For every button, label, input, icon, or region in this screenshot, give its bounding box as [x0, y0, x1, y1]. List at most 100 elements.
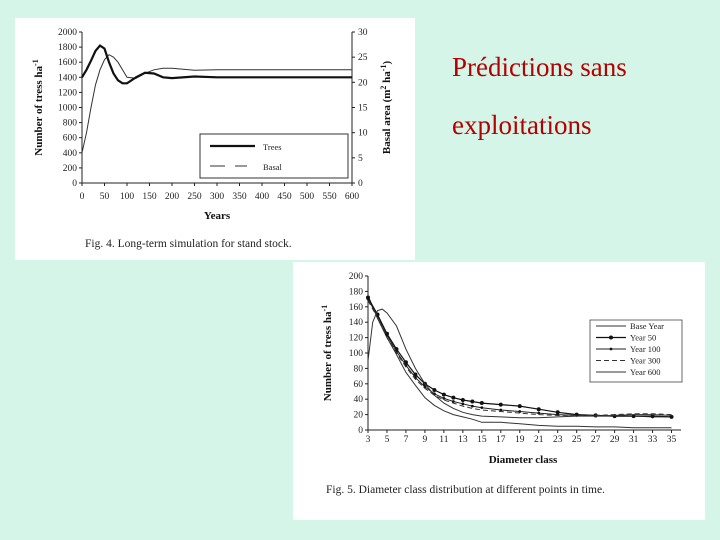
- right-y-tick-label: 30: [358, 28, 368, 38]
- series-line-year-50-point: [441, 392, 446, 397]
- series-line-year-100-point: [537, 411, 541, 415]
- x-tick-label: 400: [255, 192, 270, 202]
- series-line-year-50-point: [451, 395, 456, 400]
- series-line-year-100-point: [451, 400, 455, 403]
- series-line-year-100-point: [366, 297, 370, 301]
- left-y-tick-label: 1200: [58, 88, 77, 98]
- series-line-year-100-point: [670, 415, 673, 419]
- y-tick-label: 140: [349, 318, 364, 328]
- left-y-tick-label: 600: [63, 134, 78, 144]
- series-line-trees: [81, 44, 352, 85]
- y-tick-label: 40: [354, 395, 364, 405]
- x-tick-label: 29: [610, 435, 620, 445]
- x-tick-label: 11: [439, 435, 448, 445]
- right-y-tick-label: 5: [358, 154, 363, 164]
- legend-label: Base Year: [630, 321, 664, 331]
- left-y-tick-label: 1400: [58, 73, 77, 83]
- left-y-tick-label: 1600: [58, 58, 77, 68]
- x-tick-label: 25: [572, 435, 582, 445]
- x-axis-label: Years: [204, 210, 231, 222]
- series-line-year-100-point: [442, 397, 446, 400]
- x-tick-label: 7: [404, 435, 409, 445]
- series-line-year-50-point: [498, 402, 503, 407]
- x-tick-label: 150: [142, 192, 157, 202]
- left-y-tick-label: 800: [63, 119, 78, 129]
- x-tick-label: 9: [423, 435, 428, 445]
- left-y-tick-label: 400: [63, 149, 78, 159]
- series-line-year-100-point: [651, 415, 654, 419]
- y-axis-label: Number of tress ha-1: [320, 305, 335, 401]
- legend-label-trees: Trees: [263, 142, 282, 152]
- y-tick-label: 120: [349, 334, 364, 344]
- right-y-tick-label: 10: [358, 129, 368, 139]
- slide-title-line-1: Prédictions sans: [452, 52, 627, 82]
- series-line-year-100-point: [518, 410, 522, 413]
- series-line-year-50-point: [555, 410, 560, 415]
- figure-4-caption: Fig. 4. Long-term simulation for stand s…: [85, 238, 292, 250]
- x-tick-label: 13: [458, 435, 468, 445]
- x-tick-label: 5: [385, 435, 390, 445]
- x-tick-label: 600: [345, 192, 360, 202]
- left-y-tick-label: 2000: [58, 28, 77, 38]
- y-tick-label: 100: [349, 349, 364, 359]
- legend-label-basal: Basal: [263, 162, 283, 172]
- legend-label: Year 100: [630, 344, 661, 354]
- x-tick-label: 35: [667, 435, 677, 445]
- series-line-year-100-point: [480, 406, 484, 410]
- series-line-year-100-point: [499, 408, 503, 412]
- x-tick-label: 3: [366, 435, 371, 445]
- figure-4-panel: 0 50 100 150 200 250 300 350 400 450 500 550 600 0 200…: [15, 18, 415, 260]
- x-tick-label: 33: [648, 435, 658, 445]
- figure-5-panel: 3 5 7 9 11 13 15 17 19 21 23 25 27 29 31 33 35 0 20 40 60 80 1…: [293, 262, 705, 520]
- legend-marker: [609, 335, 613, 340]
- series-line-year-100-point: [461, 402, 465, 406]
- x-tick-label: 450: [277, 192, 292, 202]
- x-tick-label: 31: [629, 435, 639, 445]
- y-tick-label: 60: [354, 380, 364, 390]
- x-tick-label: 0: [80, 192, 85, 202]
- series-line-year-50-point: [517, 404, 522, 409]
- series-line-year-50-point: [470, 399, 475, 404]
- x-tick-label: 300: [210, 192, 225, 202]
- x-tick-label: 350: [232, 192, 247, 202]
- slide-title-line-2: exploitations: [452, 110, 592, 140]
- y-tick-label: 180: [349, 287, 364, 297]
- series-line-year-50-point: [536, 407, 541, 412]
- x-axis-label: Diameter class: [489, 454, 558, 466]
- x-tick-label: 19: [515, 435, 525, 445]
- right-y-tick-label: 25: [358, 53, 368, 63]
- x-tick-label: 100: [120, 192, 135, 202]
- right-y-axis-label: Basal area (m2 ha-1): [379, 61, 394, 155]
- left-y-axis-label: Number of tress ha-1: [31, 59, 46, 155]
- slide-title: Prédictions sans exploitations: [452, 38, 702, 154]
- series-line-year-100-point: [385, 333, 389, 337]
- legend-marker: [609, 347, 613, 351]
- left-y-tick-label: 1000: [58, 104, 77, 114]
- series-line-year-50-point: [460, 397, 465, 402]
- left-y-tick-label: 200: [63, 164, 78, 174]
- x-tick-label: 27: [591, 435, 601, 445]
- series-line-year-100-point: [470, 404, 474, 408]
- y-tick-label: 80: [354, 364, 364, 374]
- x-tick-label: 200: [165, 192, 180, 202]
- legend-label: Year 300: [630, 356, 661, 366]
- x-tick-label: 50: [100, 192, 110, 202]
- x-tick-label: 500: [300, 192, 315, 202]
- legend-label: Year 600: [630, 367, 661, 377]
- legend-label: Year 50: [630, 333, 656, 343]
- figure-4-chart: 0 50 100 150 200 250 300 350 400 450 500 550 600 0 200…: [31, 28, 394, 250]
- left-y-tick-label: 1800: [58, 43, 77, 53]
- series-line-year-50-point: [432, 387, 437, 392]
- right-y-tick-label: 0: [358, 179, 363, 189]
- x-tick-label: 550: [322, 192, 337, 202]
- series-line-basal: [81, 54, 352, 153]
- y-tick-label: 200: [349, 272, 364, 282]
- series-line-year-100-point: [632, 414, 635, 418]
- right-y-tick-label: 20: [358, 78, 368, 88]
- figure-5-chart: 3 5 7 9 11 13 15 17 19 21 23 25 27 29 31 33 350204060801…: [320, 272, 683, 496]
- series-line-year-50-point: [479, 401, 484, 406]
- legend-box: [199, 133, 349, 179]
- y-tick-label: 20: [354, 411, 364, 421]
- x-tick-label: 250: [187, 192, 202, 202]
